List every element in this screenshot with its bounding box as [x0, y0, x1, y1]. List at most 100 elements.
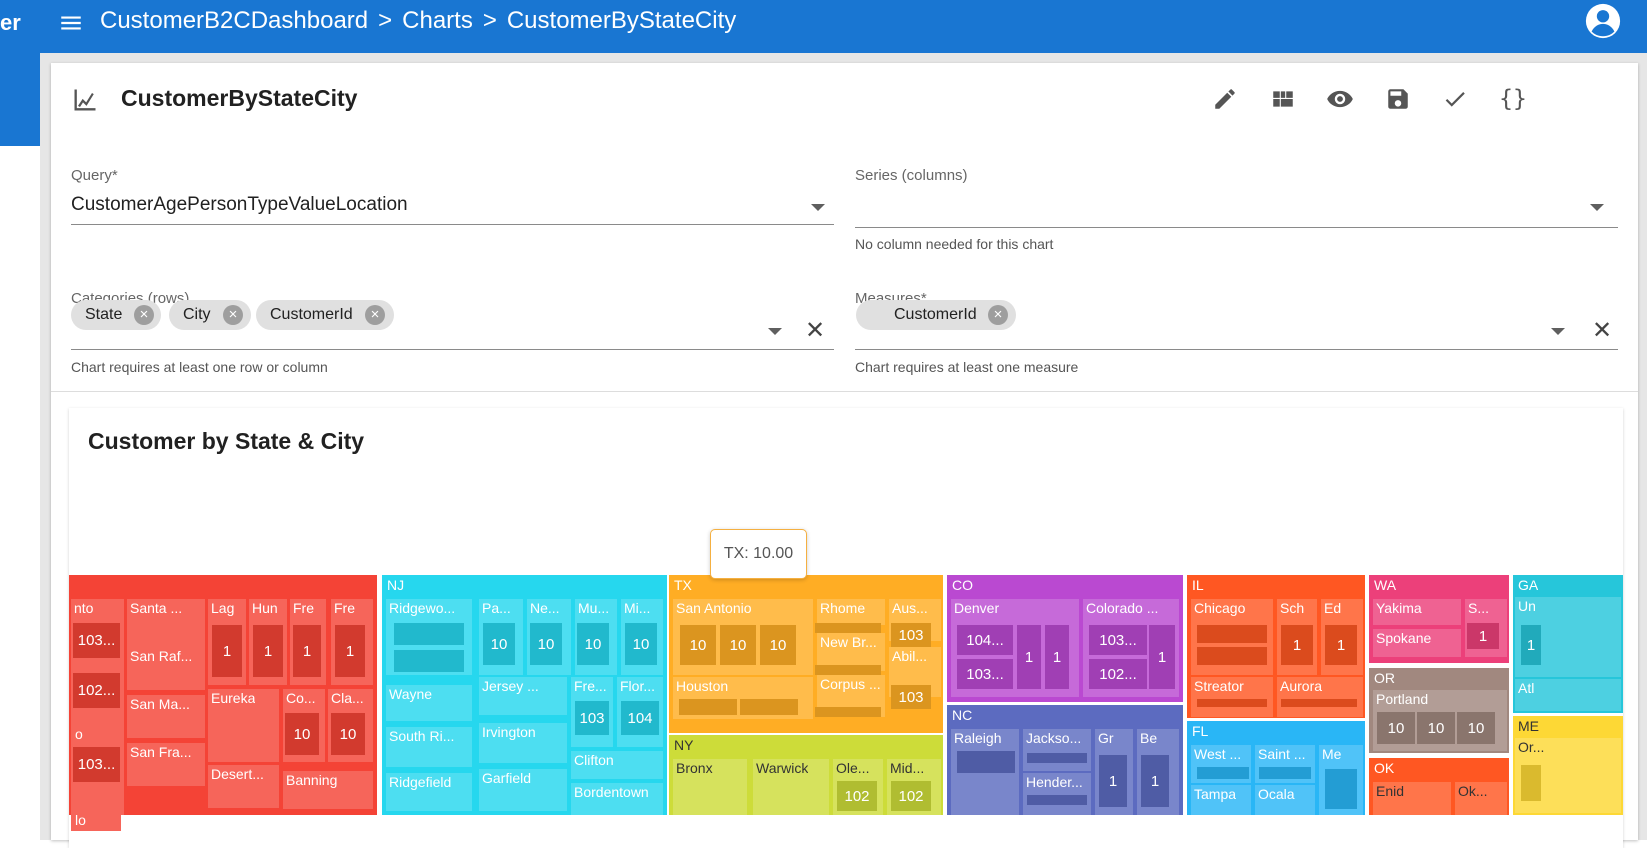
treemap-city[interactable]: Eureka — [208, 689, 279, 762]
treemap-leaf[interactable]: 102... — [73, 673, 120, 708]
treemap-leaf[interactable]: 1 — [1521, 625, 1541, 665]
treemap-city[interactable]: Ocala — [1255, 785, 1315, 815]
treemap-leaf[interactable]: 1 — [1141, 755, 1169, 807]
chip-city[interactable]: City × — [169, 300, 251, 330]
dashboard-button[interactable] — [1267, 83, 1299, 115]
treemap-city[interactable]: Rhome — [817, 599, 885, 625]
treemap-leaf[interactable]: 10 — [1457, 712, 1495, 744]
treemap-city[interactable]: New Br... — [817, 633, 885, 671]
treemap-city[interactable]: San Fra... — [127, 743, 205, 786]
treemap-leaf[interactable]: 10 — [577, 623, 609, 665]
treemap-city[interactable]: Streator — [1191, 677, 1273, 717]
remove-chip-icon[interactable]: × — [365, 305, 385, 325]
treemap-city[interactable]: Ok... — [1455, 782, 1507, 815]
edit-button[interactable] — [1209, 83, 1241, 115]
chip-customerid[interactable]: CustomerId × — [256, 300, 394, 330]
treemap-leaf[interactable]: 1 — [212, 625, 242, 677]
json-button[interactable]: {} — [1497, 83, 1529, 115]
treemap-leaf[interactable]: 103... — [73, 623, 120, 658]
treemap-city[interactable]: Hender... — [1023, 773, 1091, 815]
treemap-city[interactable]: Ridgefield — [386, 773, 472, 811]
treemap-city[interactable]: Wayne — [386, 685, 472, 721]
treemap-leaf[interactable]: 1 — [293, 625, 321, 677]
treemap-city[interactable]: o — [71, 725, 121, 741]
treemap-city[interactable]: Clifton — [571, 751, 663, 779]
treemap-leaf[interactable]: 102 — [837, 781, 877, 811]
treemap-city[interactable]: Yakima — [1373, 599, 1461, 625]
treemap-leaf[interactable] — [1325, 769, 1357, 809]
treemap-leaf[interactable]: 1 — [335, 625, 365, 677]
series-dropdown-icon[interactable] — [1590, 204, 1604, 211]
treemap-leaf[interactable] — [815, 623, 881, 633]
treemap-leaf[interactable]: 103... — [73, 747, 120, 782]
remove-chip-icon[interactable]: × — [134, 305, 154, 325]
remove-chip-icon[interactable]: × — [988, 305, 1008, 325]
treemap-leaf[interactable]: 10 — [720, 625, 756, 665]
treemap-leaf[interactable] — [1259, 767, 1311, 779]
treemap-city[interactable]: Enid — [1373, 782, 1451, 815]
treemap-city[interactable]: South Ri... — [386, 727, 472, 767]
treemap-leaf[interactable] — [1197, 767, 1249, 779]
treemap-leaf[interactable]: 10 — [483, 623, 515, 665]
treemap-leaf[interactable] — [1281, 699, 1357, 707]
treemap-city[interactable]: Aurora — [1277, 677, 1363, 717]
treemap-leaf[interactable] — [394, 650, 464, 672]
treemap-leaf[interactable] — [957, 751, 1015, 773]
treemap-leaf[interactable]: 102 — [891, 781, 931, 811]
query-dropdown-icon[interactable] — [811, 204, 825, 211]
treemap-leaf[interactable]: 104 — [621, 701, 659, 735]
remove-chip-icon[interactable]: × — [223, 305, 243, 325]
measures-dropdown-icon[interactable] — [1551, 328, 1565, 335]
treemap-leaf[interactable] — [740, 699, 798, 715]
treemap-city[interactable]: Desert... — [208, 765, 279, 808]
treemap-leaf[interactable] — [1197, 647, 1267, 665]
treemap-leaf[interactable]: 1 — [1045, 625, 1069, 689]
treemap-leaf[interactable]: 102... — [1089, 659, 1147, 689]
treemap-leaf[interactable]: 10 — [530, 623, 562, 665]
save-button[interactable] — [1382, 83, 1414, 115]
treemap-leaf[interactable]: 10 — [760, 625, 796, 665]
treemap-city[interactable]: San Ma... — [127, 695, 205, 738]
treemap-leaf[interactable]: 1 — [1149, 625, 1175, 689]
treemap-leaf[interactable] — [1197, 699, 1267, 707]
treemap-leaf[interactable] — [1027, 753, 1087, 763]
treemap-city[interactable]: Garfield — [479, 769, 567, 811]
treemap-city[interactable]: Spokane — [1373, 629, 1461, 657]
treemap-leaf[interactable]: 1 — [1099, 755, 1127, 807]
treemap-city[interactable]: Bronx — [673, 759, 747, 815]
treemap-leaf[interactable] — [1521, 765, 1541, 801]
treemap-leaf[interactable]: 103 — [891, 685, 931, 709]
treemap-city[interactable]: Banning — [283, 771, 373, 809]
treemap-leaf[interactable]: 10 — [1417, 712, 1455, 744]
treemap-leaf[interactable]: 1 — [1281, 625, 1313, 665]
preview-button[interactable] — [1324, 83, 1356, 115]
menu-icon[interactable] — [58, 10, 84, 36]
treemap-leaf[interactable]: 103 — [891, 623, 931, 647]
treemap-leaf[interactable] — [1027, 795, 1087, 805]
treemap-city[interactable]: Jackso... — [1023, 729, 1091, 771]
treemap-leaf[interactable]: 1 — [1325, 625, 1357, 665]
treemap-leaf[interactable]: 1 — [1017, 625, 1041, 689]
apply-button[interactable] — [1439, 83, 1471, 115]
treemap-leaf[interactable]: 10 — [625, 623, 657, 665]
chip-state[interactable]: State × — [71, 300, 161, 330]
treemap-leaf[interactable]: 103 — [575, 701, 609, 735]
query-select[interactable]: CustomerAgePersonTypeValueLocation — [71, 194, 408, 215]
treemap-city[interactable]: lo — [71, 811, 121, 831]
treemap-leaf[interactable] — [394, 623, 464, 645]
treemap-leaf[interactable] — [815, 707, 881, 717]
treemap-leaf[interactable]: 10 — [1377, 712, 1415, 744]
treemap-city[interactable]: Bordentown — [571, 783, 663, 815]
treemap-city[interactable]: Atl — [1515, 679, 1621, 711]
treemap-leaf[interactable]: 1 — [253, 625, 283, 677]
treemap-leaf[interactable] — [1197, 625, 1267, 643]
treemap-city[interactable]: Jersey ... — [479, 677, 567, 715]
treemap-city[interactable]: Tampa — [1191, 785, 1251, 815]
treemap-leaf[interactable]: 10 — [680, 625, 716, 665]
treemap-leaf[interactable] — [815, 665, 881, 675]
treemap-city[interactable]: Warwick — [753, 759, 829, 815]
categories-dropdown-icon[interactable] — [768, 328, 782, 335]
treemap-leaf[interactable]: 103... — [957, 659, 1013, 689]
treemap-city[interactable]: San Raf... — [127, 647, 205, 690]
treemap-leaf[interactable]: 1 — [1467, 623, 1499, 649]
